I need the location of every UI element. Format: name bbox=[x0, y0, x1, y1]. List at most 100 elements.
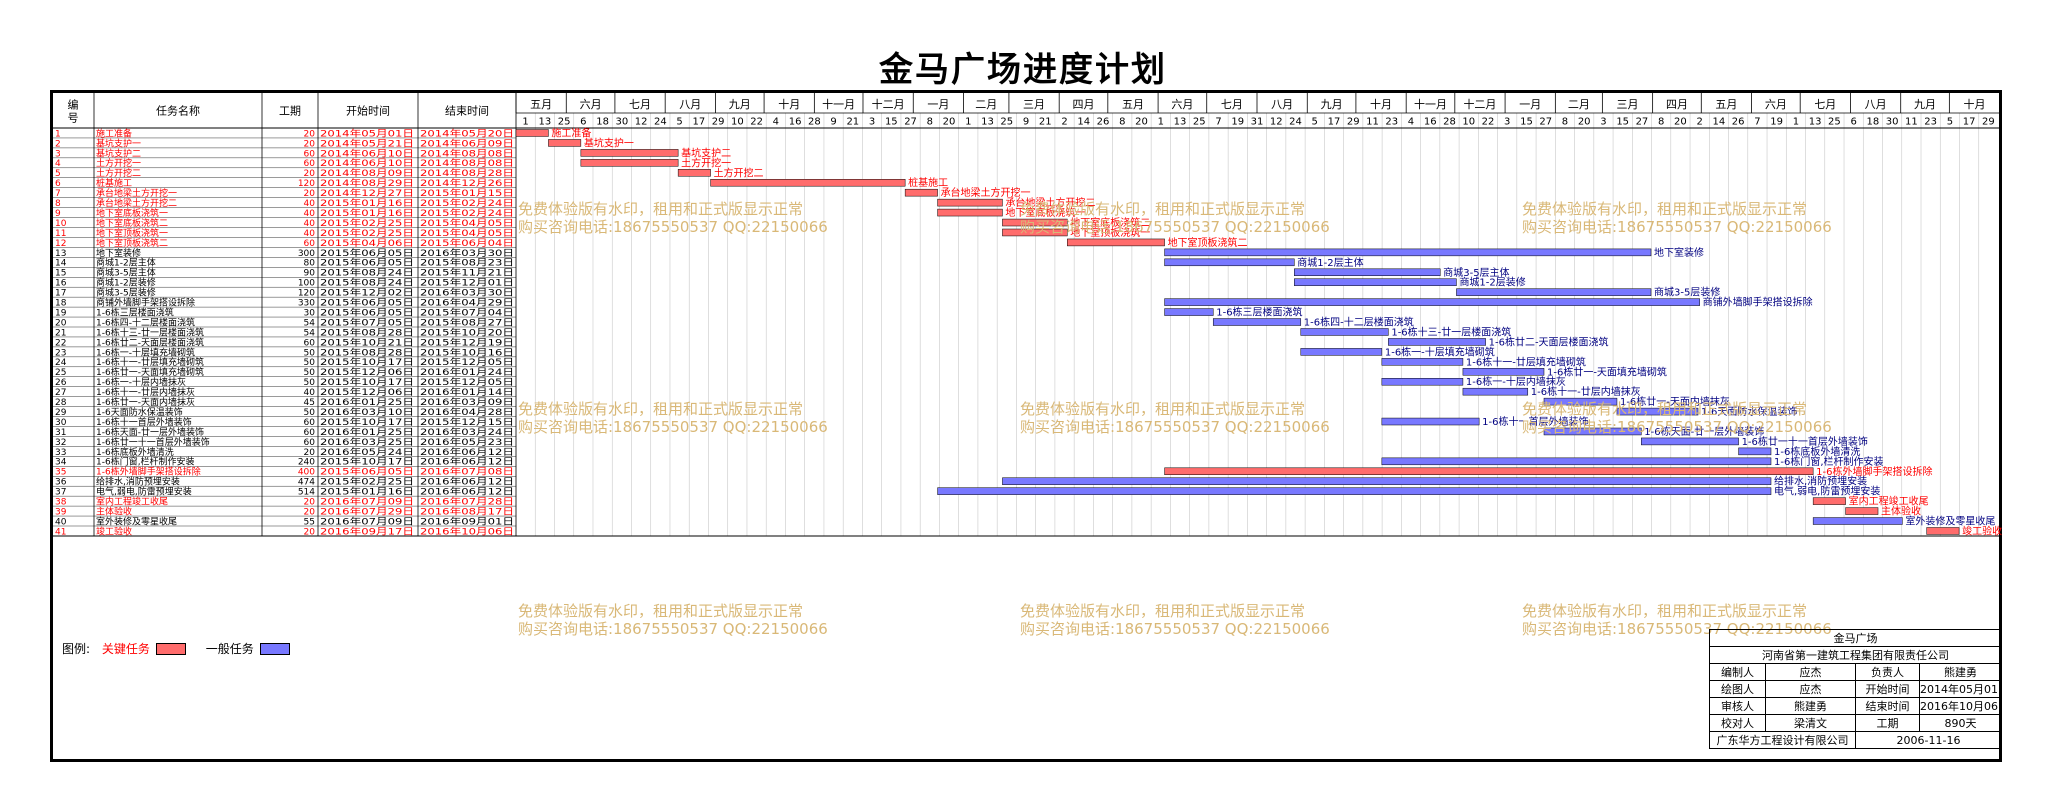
task-name: 商铺外墙脚手架搭设拆除 bbox=[96, 297, 195, 309]
title-block-row: 校对人 梁清文 工期 890天 bbox=[1709, 714, 2002, 732]
task-id: 15 bbox=[55, 269, 66, 279]
task-end: 2015年10月16日 bbox=[420, 346, 514, 358]
gantt-bar-label: 土方开挖一 bbox=[681, 156, 731, 169]
task-duration: 60 bbox=[304, 159, 316, 169]
task-name: 1-6栋天面-廿一层外墙装饰 bbox=[96, 426, 204, 438]
day-tick-label: 3 bbox=[1504, 117, 1510, 128]
task-end: 2015年10月20日 bbox=[420, 326, 514, 338]
month-label: 二月 bbox=[1568, 98, 1590, 111]
task-name: 1-6栋三层楼面浇筑 bbox=[96, 306, 174, 318]
gantt-bar bbox=[1002, 228, 1068, 237]
day-tick-label: 8 bbox=[1562, 117, 1568, 128]
day-tick-label: 11 bbox=[1366, 117, 1379, 128]
watermark: 免费体验版有水印，租用和正式版显示正常 购买咨询电话:18675550537 QQ… bbox=[1522, 200, 1832, 236]
gantt-bar bbox=[1738, 447, 1772, 456]
day-tick-label: 25 bbox=[558, 117, 571, 128]
month-label: 九月 bbox=[1914, 98, 1936, 111]
day-tick-label: 25 bbox=[1000, 117, 1013, 128]
task-start: 2015年10月17日 bbox=[320, 416, 414, 428]
tb-value: 2016年10月06日 bbox=[1919, 697, 2002, 715]
gantt-bar bbox=[1812, 517, 1903, 525]
task-start: 2014年12月27日 bbox=[320, 187, 414, 199]
day-tick-label: 3 bbox=[869, 117, 875, 128]
day-tick-label: 1 bbox=[1158, 117, 1164, 128]
task-name: 1-6栋廿一-天面填充墙砌筑 bbox=[96, 366, 204, 378]
task-start: 2015年02月25日 bbox=[320, 227, 414, 239]
gantt-bar-label: 1-6栋廿二-天面层楼面浇筑 bbox=[1489, 335, 1609, 348]
day-tick-label: 27 bbox=[1539, 117, 1552, 128]
gantt-bar bbox=[1381, 417, 1480, 426]
task-end: 2015年08月27日 bbox=[420, 316, 514, 328]
gantt-bar bbox=[1462, 387, 1529, 396]
task-start: 2015年01月16日 bbox=[320, 486, 414, 498]
day-tick-label: 23 bbox=[1924, 117, 1937, 128]
task-duration: 50 bbox=[304, 348, 316, 358]
gantt-bar-label: 地下室顶板浇筑一 bbox=[1070, 226, 1150, 239]
month-label: 三月 bbox=[1617, 98, 1639, 111]
day-tick-label: 1 bbox=[1793, 117, 1799, 128]
day-tick-label: 17 bbox=[1963, 117, 1976, 128]
month-label: 十月 bbox=[1963, 97, 1985, 111]
task-duration: 30 bbox=[304, 308, 316, 318]
month-label: 七月 bbox=[629, 98, 651, 111]
task-duration: 20 bbox=[304, 139, 316, 149]
gantt-bar bbox=[1212, 318, 1302, 326]
task-name: 桩基施工 bbox=[96, 177, 132, 189]
gantt-bar-label: 商铺外墙脚手架搭设拆除 bbox=[1703, 296, 1813, 309]
task-duration: 474 bbox=[298, 478, 315, 488]
month-label: 五月 bbox=[1715, 98, 1737, 111]
task-name: 土方开挖二 bbox=[96, 167, 141, 179]
task-name: 1-6栋十一-廿层填充墙砌筑 bbox=[96, 356, 204, 368]
task-duration: 400 bbox=[298, 468, 315, 478]
gantt-bar bbox=[1294, 278, 1457, 286]
month-label: 四月 bbox=[1073, 98, 1095, 111]
task-end: 2014年06月09日 bbox=[420, 137, 514, 149]
tb-label: 绘图人 bbox=[1709, 680, 1766, 698]
day-tick-label: 28 bbox=[1443, 117, 1456, 128]
title-block-row: 审核人 熊建勇 结束时间 2016年10月06日 bbox=[1709, 697, 2002, 715]
day-tick-label: 15 bbox=[1616, 117, 1629, 128]
task-name: 给排水,消防预埋安装 bbox=[96, 476, 180, 488]
task-duration: 40 bbox=[304, 209, 316, 219]
task-start: 2015年04月06日 bbox=[320, 237, 414, 249]
task-start: 2016年05月24日 bbox=[320, 446, 414, 458]
column-header-id: 编 bbox=[68, 98, 79, 112]
task-id: 7 bbox=[55, 189, 61, 199]
task-duration: 60 bbox=[304, 149, 316, 159]
day-tick-label: 27 bbox=[1636, 117, 1649, 128]
month-label: 十月 bbox=[778, 97, 800, 111]
gantt-bar bbox=[937, 487, 1772, 495]
task-start: 2016年09月17日 bbox=[320, 525, 414, 537]
gantt-bar-label: 给排水,消防预埋安装 bbox=[1774, 475, 1867, 488]
task-start: 2015年10月17日 bbox=[320, 456, 414, 468]
company-name: 河南省第一建筑工程集团有限责任公司 bbox=[1709, 646, 2002, 664]
task-duration: 40 bbox=[304, 388, 316, 398]
day-tick-label: 21 bbox=[846, 117, 859, 128]
task-id: 10 bbox=[55, 219, 67, 229]
gantt-bar-label: 1-6栋十一-廿层填充墙砌筑 bbox=[1466, 355, 1586, 368]
task-duration: 240 bbox=[298, 458, 315, 468]
day-tick-label: 13 bbox=[1174, 117, 1187, 128]
task-duration: 40 bbox=[304, 199, 316, 209]
task-start: 2014年05月21日 bbox=[320, 137, 414, 149]
legend-normal-swatch bbox=[259, 642, 290, 655]
task-id: 4 bbox=[55, 159, 61, 169]
day-tick-label: 31 bbox=[1251, 117, 1264, 128]
task-id: 14 bbox=[55, 259, 67, 269]
task-start: 2015年08月24日 bbox=[320, 267, 414, 279]
task-start: 2014年08月29日 bbox=[320, 177, 414, 189]
gantt-bar bbox=[1002, 218, 1068, 227]
day-tick-label: 5 bbox=[676, 117, 682, 128]
month-label: 五月 bbox=[1122, 98, 1144, 111]
task-end: 2015年01月15日 bbox=[420, 187, 514, 199]
tb-value: 890天 bbox=[1919, 714, 2002, 732]
gantt-bar-label: 1-6栋天面-廿一层外墙装饰 bbox=[1644, 425, 1764, 438]
task-end: 2016年08月17日 bbox=[420, 505, 514, 517]
tb-label: 编制人 bbox=[1709, 663, 1766, 681]
task-name: 施工准备 bbox=[96, 127, 132, 139]
task-end: 2015年12月19日 bbox=[420, 336, 514, 348]
task-name: 室内工程竣工收尾 bbox=[96, 496, 168, 508]
task-start: 2015年08月24日 bbox=[320, 277, 414, 289]
watermark-line: 购买咨询电话:18675550537 QQ:22150066 bbox=[1020, 218, 1330, 236]
